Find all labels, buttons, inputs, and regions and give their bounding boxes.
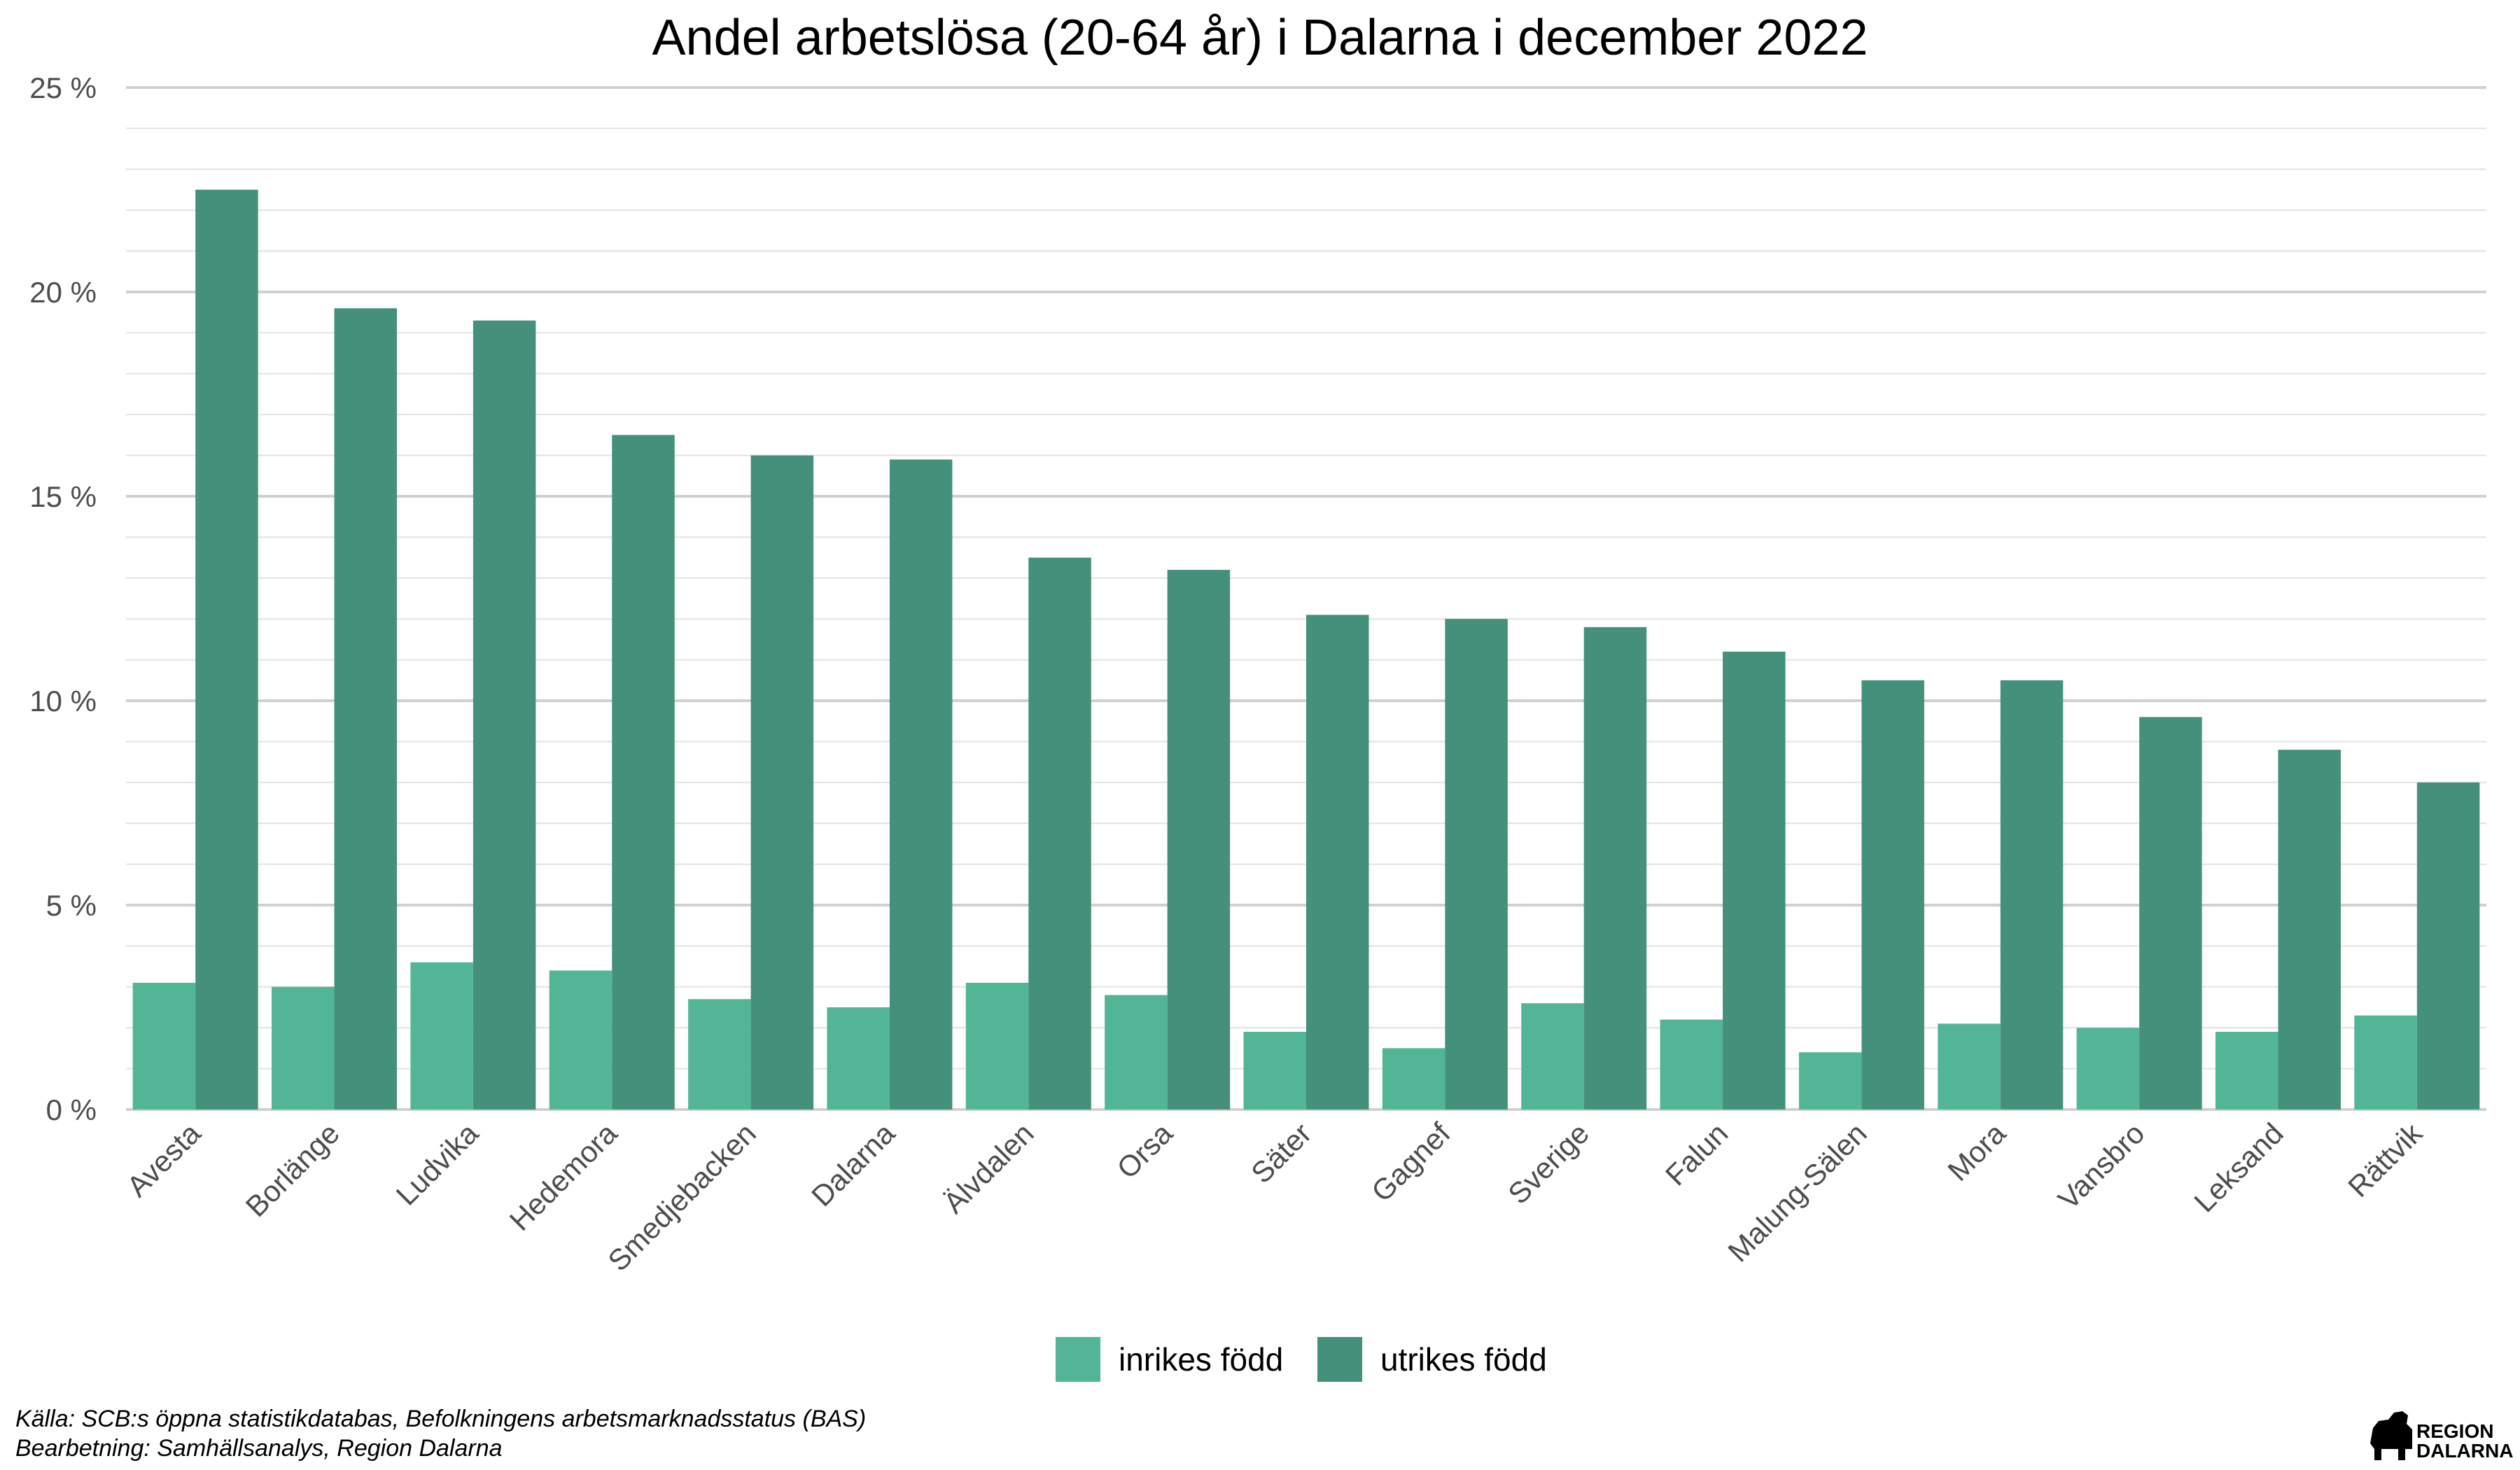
x-tick-label: Dalarna bbox=[805, 1116, 902, 1213]
bar-utrikes bbox=[2000, 680, 2064, 1110]
bar-inrikes bbox=[827, 1007, 890, 1110]
legend-swatch-utrikes bbox=[1317, 1337, 1362, 1382]
y-tick-label: 0 % bbox=[46, 1093, 97, 1126]
logo-text-region: REGION bbox=[2416, 1420, 2493, 1442]
bars bbox=[132, 190, 2480, 1110]
y-tick-label: 20 % bbox=[29, 276, 97, 309]
legend-swatch-inrikes bbox=[1056, 1337, 1100, 1382]
legend: inrikes född utrikes född bbox=[1056, 1337, 1547, 1382]
x-tick-label: Vansbro bbox=[2052, 1116, 2151, 1216]
bar-utrikes bbox=[1167, 570, 1231, 1110]
y-tick-label: 5 % bbox=[46, 889, 97, 922]
bar-utrikes bbox=[1861, 680, 1924, 1110]
x-tick-label: Säter bbox=[1245, 1116, 1317, 1189]
bar-utrikes bbox=[612, 435, 675, 1110]
x-tick-label: Falun bbox=[1659, 1116, 1735, 1192]
bar-inrikes bbox=[1798, 1052, 1862, 1110]
processing-caption: Bearbetning: Samhällsanalys, Region Dala… bbox=[15, 1435, 503, 1462]
y-axis-ticks: 0 % 5 % 10 % 15 % 20 % 25 % bbox=[29, 71, 97, 1126]
x-tick-label: Smedjebacken bbox=[601, 1116, 762, 1278]
bar-inrikes bbox=[1105, 995, 1168, 1110]
x-tick-label: Leksand bbox=[2188, 1116, 2290, 1219]
region-dalarna-logo: REGION DALARNA bbox=[2370, 1411, 2513, 1462]
bar-inrikes bbox=[688, 999, 751, 1110]
bar-inrikes bbox=[1382, 1048, 1446, 1110]
bar-inrikes bbox=[2215, 1032, 2278, 1110]
x-tick-label: Malung-Sälen bbox=[1721, 1116, 1872, 1268]
logo-text-dalarna: DALARNA bbox=[2416, 1440, 2513, 1462]
x-tick-label: Gagnef bbox=[1365, 1116, 1457, 1208]
bar-inrikes bbox=[1660, 1019, 1723, 1110]
chart-title: Andel arbetslösa (20-64 år) i Dalarna i … bbox=[652, 10, 1868, 66]
source-caption: Källa: SCB:s öppna statistikdatabas, Bef… bbox=[15, 1406, 866, 1432]
bar-inrikes bbox=[2354, 1015, 2417, 1110]
bar-inrikes bbox=[965, 982, 1029, 1110]
legend-label-utrikes: utrikes född bbox=[1380, 1341, 1547, 1378]
y-tick-label: 15 % bbox=[29, 480, 97, 513]
x-tick-label: Mora bbox=[1941, 1116, 2012, 1187]
bar-utrikes bbox=[1583, 626, 1647, 1110]
x-tick-label: Rättvik bbox=[2342, 1116, 2429, 1203]
bar-utrikes bbox=[2139, 717, 2202, 1110]
bar-inrikes bbox=[549, 970, 612, 1110]
bar-utrikes bbox=[334, 308, 398, 1110]
bar-utrikes bbox=[472, 320, 536, 1110]
bar-utrikes bbox=[889, 459, 953, 1110]
bar-inrikes bbox=[1243, 1032, 1306, 1110]
x-tick-label: Sverige bbox=[1502, 1116, 1595, 1210]
dala-horse-icon bbox=[2370, 1411, 2412, 1460]
x-tick-label: Ludvika bbox=[390, 1116, 485, 1212]
x-tick-label: Hedemora bbox=[503, 1116, 624, 1237]
bar-utrikes bbox=[195, 190, 258, 1110]
bar-inrikes bbox=[272, 986, 335, 1110]
bar-inrikes bbox=[132, 982, 196, 1110]
bar-inrikes bbox=[1521, 1003, 1584, 1110]
x-tick-label: Älvdalen bbox=[937, 1116, 1040, 1219]
bar-inrikes bbox=[410, 962, 473, 1110]
bar-utrikes bbox=[1306, 615, 1369, 1110]
bar-utrikes bbox=[750, 455, 814, 1110]
x-tick-label: Orsa bbox=[1110, 1116, 1179, 1185]
bar-utrikes bbox=[1445, 619, 1508, 1110]
y-tick-label: 25 % bbox=[29, 71, 97, 104]
bar-inrikes bbox=[2076, 1028, 2140, 1110]
bar-utrikes bbox=[2278, 750, 2341, 1110]
bar-inrikes bbox=[1938, 1023, 2001, 1110]
legend-label-inrikes: inrikes född bbox=[1119, 1341, 1283, 1378]
y-tick-label: 10 % bbox=[29, 685, 97, 718]
x-tick-label: Avesta bbox=[120, 1116, 207, 1203]
x-axis-ticks: Avesta Borlänge Ludvika HedemoraSmedjebacke… bbox=[120, 1116, 2429, 1277]
x-tick-label: Borlänge bbox=[239, 1116, 346, 1223]
bar-utrikes bbox=[1723, 651, 1786, 1110]
bar-utrikes bbox=[1028, 557, 1091, 1110]
bar-utrikes bbox=[2416, 782, 2480, 1110]
